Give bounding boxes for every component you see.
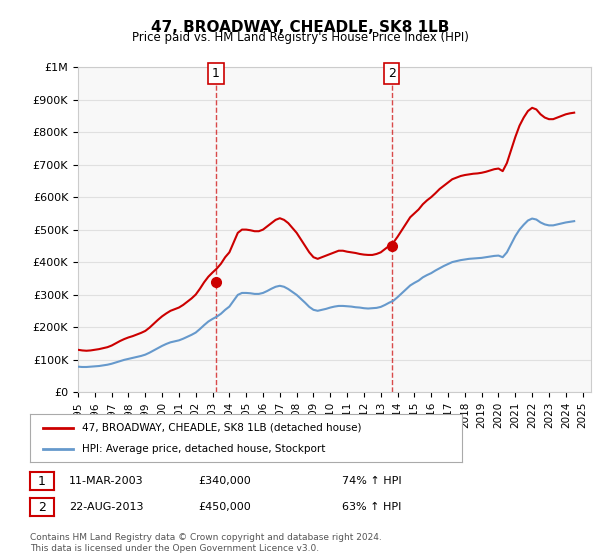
Text: 63% ↑ HPI: 63% ↑ HPI: [342, 502, 401, 512]
Text: 1: 1: [38, 474, 46, 488]
Text: 1: 1: [212, 67, 220, 80]
Text: £340,000: £340,000: [198, 476, 251, 486]
Text: 47, BROADWAY, CHEADLE, SK8 1LB (detached house): 47, BROADWAY, CHEADLE, SK8 1LB (detached…: [82, 423, 361, 433]
Text: 47, BROADWAY, CHEADLE, SK8 1LB: 47, BROADWAY, CHEADLE, SK8 1LB: [151, 20, 449, 35]
Text: 2: 2: [38, 501, 46, 514]
Text: £450,000: £450,000: [198, 502, 251, 512]
Text: 22-AUG-2013: 22-AUG-2013: [69, 502, 143, 512]
Text: 11-MAR-2003: 11-MAR-2003: [69, 476, 143, 486]
Text: Contains HM Land Registry data © Crown copyright and database right 2024.
This d: Contains HM Land Registry data © Crown c…: [30, 533, 382, 553]
Text: HPI: Average price, detached house, Stockport: HPI: Average price, detached house, Stoc…: [82, 444, 325, 454]
Text: 74% ↑ HPI: 74% ↑ HPI: [342, 476, 401, 486]
Text: 2: 2: [388, 67, 395, 80]
Text: Price paid vs. HM Land Registry's House Price Index (HPI): Price paid vs. HM Land Registry's House …: [131, 31, 469, 44]
